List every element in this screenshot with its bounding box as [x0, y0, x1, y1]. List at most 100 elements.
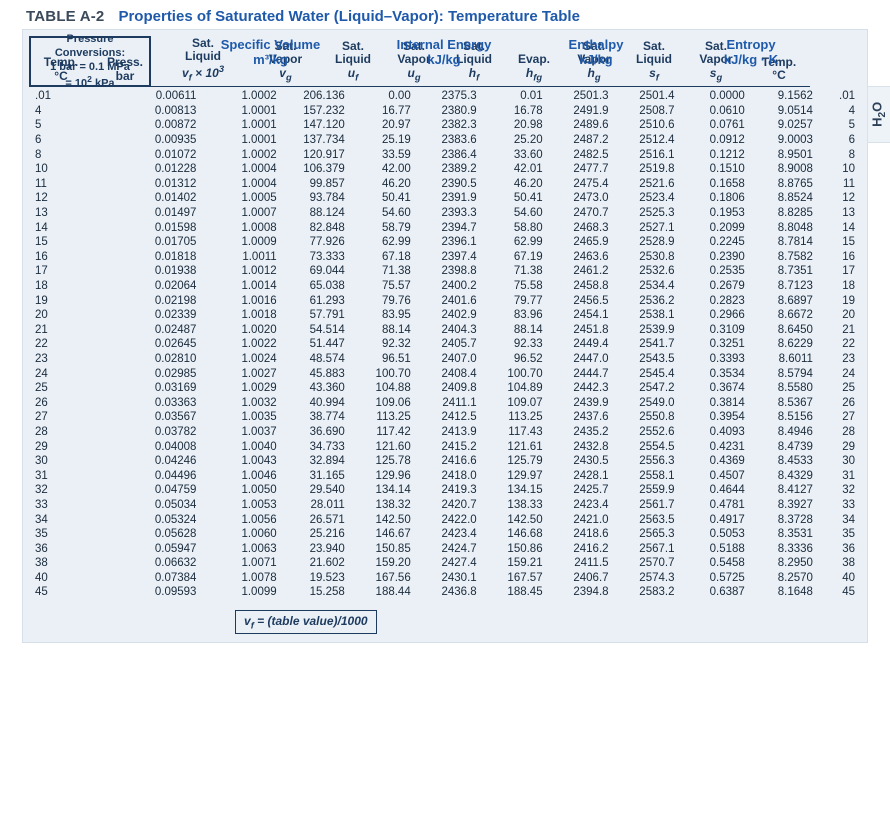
table-cell: 0.02985 [99, 366, 200, 381]
table-cell: 12 [817, 191, 861, 206]
table-cell: 25 [817, 381, 861, 396]
table-cell: 0.1658 [678, 177, 748, 192]
table-cell: 0.4644 [678, 483, 748, 498]
table-cell: 129.97 [481, 468, 547, 483]
table-row: 110.013121.000499.85746.202390.546.20247… [29, 177, 861, 192]
table-cell: 113.25 [481, 410, 547, 425]
table-cell: 29.540 [281, 483, 349, 498]
table-cell: 2570.7 [613, 556, 679, 571]
table-cell: 0.01312 [99, 177, 200, 192]
table-cell: 1.0002 [200, 89, 280, 104]
table-cell: 188.44 [349, 585, 415, 600]
table-cell: 150.85 [349, 541, 415, 556]
table-cell: 21 [817, 323, 861, 338]
table-cell: 1.0008 [200, 220, 280, 235]
table-row: 120.014021.000593.78450.412391.950.41247… [29, 191, 861, 206]
table-cell: 138.32 [349, 498, 415, 513]
table-cell: 9.1562 [749, 89, 817, 104]
table-cell: 22 [29, 337, 99, 352]
table-cell: 2412.5 [415, 410, 481, 425]
table-cell: 96.51 [349, 352, 415, 367]
table-cell: 0.4369 [678, 454, 748, 469]
table-cell: 26 [29, 395, 99, 410]
table-cell: 0.00872 [99, 118, 200, 133]
table-cell: 16 [29, 250, 99, 265]
table-cell: 0.5458 [678, 556, 748, 571]
table-cell: 8.8048 [749, 220, 817, 235]
table-cell: 121.61 [481, 439, 547, 454]
table-cell: 1.0024 [200, 352, 280, 367]
table-cell: 0.3393 [678, 352, 748, 367]
table-cell: 0.05628 [99, 527, 200, 542]
table-cell: 1.0020 [200, 323, 280, 338]
table-cell: 82.848 [281, 220, 349, 235]
table-cell: 8.4329 [749, 468, 817, 483]
table-cell: 0.02339 [99, 308, 200, 323]
table-cell: 2482.5 [547, 147, 613, 162]
table-cell: 18 [817, 279, 861, 294]
table-cell: 2508.7 [613, 104, 679, 119]
table-cell: 2552.6 [613, 425, 679, 440]
table-cell: 35 [29, 527, 99, 542]
table-cell: 2473.0 [547, 191, 613, 206]
table-cell: 6 [817, 133, 861, 148]
table-row: 180.020641.001465.03875.572400.275.58245… [29, 279, 861, 294]
table-cell: 1.0014 [200, 279, 280, 294]
table-row: 40.008131.0001157.23216.772380.916.78249… [29, 104, 861, 119]
table-row: 380.066321.007121.602159.202427.4159.212… [29, 556, 861, 571]
table-cell: 16.78 [481, 104, 547, 119]
table-cell: 46.20 [481, 177, 547, 192]
table-cell: 36.690 [281, 425, 349, 440]
table-cell: 38.774 [281, 410, 349, 425]
table-row: 310.044961.004631.165129.962418.0129.972… [29, 468, 861, 483]
table-cell: 0.0000 [678, 89, 748, 104]
table-cell: 20 [817, 308, 861, 323]
table-cell: 1.0050 [200, 483, 280, 498]
table-cell: 8.1648 [749, 585, 817, 600]
table-cell: 2393.3 [415, 206, 481, 221]
table-cell: 1.0001 [200, 118, 280, 133]
table-cell: 34.733 [281, 439, 349, 454]
table-cell: 43.360 [281, 381, 349, 396]
table-cell: 0.06632 [99, 556, 200, 571]
table-cell: 0.2099 [678, 220, 748, 235]
table-id: TABLE A-2 [26, 8, 104, 25]
table-cell: 26 [817, 395, 861, 410]
table-cell: 8.2570 [749, 571, 817, 586]
table-cell: 32 [817, 483, 861, 498]
table-cell: 1.0007 [200, 206, 280, 221]
subh-temp: Temp. °C [29, 56, 93, 87]
table-cell: 23.940 [281, 541, 349, 556]
table-cell: 0.01818 [99, 250, 200, 265]
table-cell: 1.0056 [200, 512, 280, 527]
table-cell: 2538.1 [613, 308, 679, 323]
table-cell: 8.4946 [749, 425, 817, 440]
table-cell: 2416.2 [547, 541, 613, 556]
table-cell: 1.0012 [200, 264, 280, 279]
table-cell: 117.42 [349, 425, 415, 440]
table-cell: 2398.8 [415, 264, 481, 279]
table-cell: 8.6229 [749, 337, 817, 352]
table-title: Properties of Saturated Water (Liquid–Va… [118, 8, 579, 25]
table-cell: 2427.4 [415, 556, 481, 571]
table-cell: 0.1953 [678, 206, 748, 221]
table-cell: 2418.0 [415, 468, 481, 483]
table-cell: 117.43 [481, 425, 547, 440]
table-cell: 0.01 [481, 89, 547, 104]
table-cell: 11 [29, 177, 99, 192]
table-cell: 8.4533 [749, 454, 817, 469]
table-cell: 99.857 [281, 177, 349, 192]
table-cell: 13 [29, 206, 99, 221]
table-cell: 0.07384 [99, 571, 200, 586]
table-cell: 2419.3 [415, 483, 481, 498]
table-cell: 0.3251 [678, 337, 748, 352]
table-cell: 35 [817, 527, 861, 542]
table-cell: 0.04008 [99, 439, 200, 454]
table-cell: 2461.2 [547, 264, 613, 279]
table-cell: 8.8285 [749, 206, 817, 221]
table-cell: 83.96 [481, 308, 547, 323]
table-cell: 5 [817, 118, 861, 133]
table-cell: 2405.7 [415, 337, 481, 352]
table-cell: 1.0053 [200, 498, 280, 513]
table-row: 360.059471.006323.940150.852424.7150.862… [29, 541, 861, 556]
